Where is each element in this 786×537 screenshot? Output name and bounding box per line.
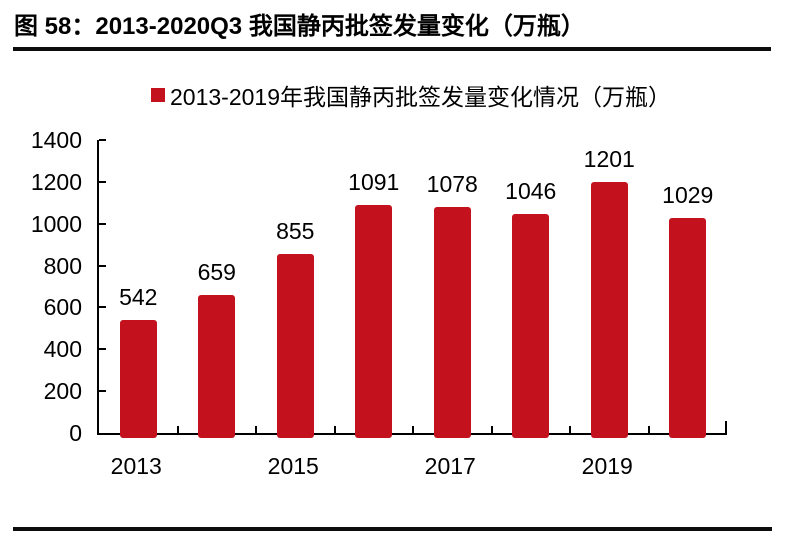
x-tick-label: 2019 bbox=[581, 453, 633, 479]
y-axis-tick bbox=[99, 139, 106, 141]
bar-2018 bbox=[512, 214, 550, 438]
bar-2020Q3 bbox=[669, 217, 707, 438]
x-axis-tick bbox=[412, 426, 414, 433]
bar-2013 bbox=[119, 319, 157, 438]
y-axis-tick bbox=[99, 306, 106, 309]
x-tick-label: 2013 bbox=[110, 453, 162, 479]
y-tick-label: 1200 bbox=[30, 168, 82, 195]
y-tick-label: 0 bbox=[69, 420, 82, 446]
bar-2017 bbox=[433, 207, 471, 438]
bar-2015 bbox=[276, 254, 314, 438]
chart-legend: 2013-2019年我国静丙批签发量变化情况（万瓶） bbox=[97, 81, 725, 110]
y-tick-label: 1400 bbox=[30, 127, 82, 153]
bar-value-label: 1029 bbox=[662, 181, 714, 208]
bar-2019 bbox=[590, 181, 628, 438]
bar-2014 bbox=[198, 295, 236, 438]
x-axis-tick bbox=[333, 426, 336, 433]
x-axis-end-tick bbox=[725, 421, 727, 433]
bar-value-label: 1201 bbox=[583, 145, 635, 172]
bar-value-label: 1091 bbox=[348, 168, 400, 195]
title-divider bbox=[13, 47, 771, 51]
y-axis-tick bbox=[99, 348, 106, 351]
x-axis-tick bbox=[647, 426, 650, 433]
bar-value-label: 1046 bbox=[505, 178, 557, 205]
y-axis-tick bbox=[99, 180, 106, 183]
figure-title: 图 58：2013-2020Q3 我国静丙批签发量变化（万瓶） bbox=[14, 13, 585, 40]
y-axis-tick bbox=[99, 222, 106, 225]
bar-2016 bbox=[355, 204, 393, 438]
x-axis-tick bbox=[176, 426, 179, 433]
x-axis-tick bbox=[255, 426, 257, 433]
plot-area: 542 659 855 1091 1078 1046 1201 1029 bbox=[97, 139, 727, 438]
y-tick-label: 600 bbox=[43, 294, 82, 321]
x-tick-label: 2015 bbox=[267, 453, 319, 479]
bottom-divider bbox=[13, 527, 772, 531]
x-axis-tick bbox=[569, 426, 571, 433]
y-tick-label: 200 bbox=[43, 378, 82, 405]
y-tick-label: 800 bbox=[43, 252, 82, 279]
y-tick-label: 400 bbox=[43, 336, 82, 363]
x-axis-tick bbox=[490, 426, 493, 433]
legend-marker-square-icon bbox=[151, 88, 165, 102]
x-axis-labels: 2013 2015 2017 2019 bbox=[97, 452, 725, 482]
y-axis-tick bbox=[99, 264, 106, 267]
bar-value-label: 659 bbox=[197, 259, 236, 286]
legend-label: 2013-2019年我国静丙批签发量变化情况（万瓶） bbox=[170, 84, 671, 110]
x-tick-label: 2017 bbox=[424, 453, 476, 479]
y-axis-tick bbox=[99, 390, 106, 393]
y-tick-label: 1000 bbox=[30, 210, 82, 237]
bar-value-label: 855 bbox=[276, 218, 315, 245]
bar-value-label: 1078 bbox=[426, 171, 478, 198]
bar-value-label: 542 bbox=[119, 283, 158, 310]
